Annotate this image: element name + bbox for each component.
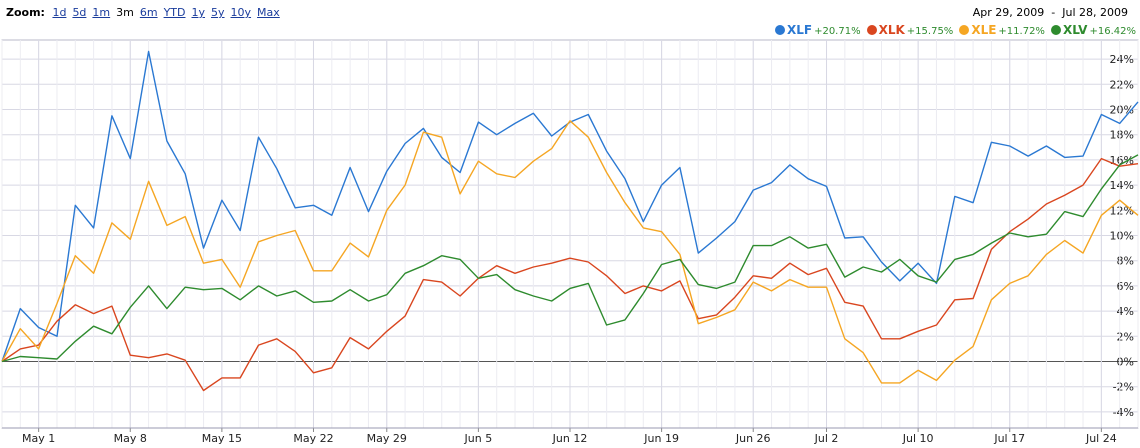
legend-item-xlf[interactable]: XLF +20.71% xyxy=(774,23,861,37)
zoom-option-ytd[interactable]: YTD xyxy=(163,6,186,19)
y-tick-label: 2% xyxy=(1117,330,1134,343)
legend-change: +20.71% xyxy=(814,26,861,37)
zoom-controls: Zoom: 1d 5d 1m 3m 6m YTD 1y 5y 10y Max xyxy=(6,6,286,19)
legend-item-xlv[interactable]: XLV +16.42% xyxy=(1050,23,1136,37)
legend-change: +15.75% xyxy=(906,26,954,37)
legend-symbol: XLF xyxy=(786,23,813,37)
y-tick-label: 8% xyxy=(1117,255,1134,268)
x-tick-label: Jul 24 xyxy=(1085,432,1117,445)
y-tick-label: 18% xyxy=(1110,129,1134,142)
legend: XLF +20.71% XLK +15.75% XLE +11.72% XLV +16.42% xyxy=(769,23,1136,37)
x-tick-label: Jun 12 xyxy=(552,432,588,445)
x-tick-label: May 8 xyxy=(114,432,147,445)
y-tick-label: 24% xyxy=(1110,53,1134,66)
legend-dot-icon xyxy=(774,25,785,35)
y-tick-label: -4% xyxy=(1113,406,1134,419)
y-tick-label: 0% xyxy=(1117,356,1134,369)
y-tick-label: 10% xyxy=(1110,230,1134,243)
x-tick-label: May 1 xyxy=(22,432,55,445)
x-tick-label: Jul 17 xyxy=(993,432,1025,445)
x-tick-label: May 29 xyxy=(367,432,407,445)
y-tick-label: 6% xyxy=(1117,280,1134,293)
date-range: Apr 29, 2009 - Jul 28, 2009 xyxy=(972,6,1128,19)
zoom-label: Zoom: xyxy=(6,6,45,19)
x-tick-label: May 15 xyxy=(202,432,242,445)
x-tick-label: Jun 19 xyxy=(643,432,679,445)
series-line-xlk xyxy=(1,157,1139,392)
x-tick-label: May 22 xyxy=(293,432,333,445)
y-tick-label: 22% xyxy=(1110,78,1134,91)
legend-dot-icon xyxy=(959,25,970,35)
legend-dot-icon xyxy=(1050,25,1061,35)
x-tick-label: Jun 5 xyxy=(464,432,493,445)
legend-symbol: XLE xyxy=(971,23,997,37)
legend-dot-icon xyxy=(866,25,877,35)
zoom-option-5d[interactable]: 5d xyxy=(72,6,87,19)
zoom-option-3m[interactable]: 3m xyxy=(116,6,134,19)
zoom-option-6m[interactable]: 6m xyxy=(139,6,158,19)
y-tick-label: 4% xyxy=(1117,305,1134,318)
x-tick-label: Jul 10 xyxy=(902,432,934,445)
series-line-xlv xyxy=(1,154,1139,363)
y-tick-label: 16% xyxy=(1110,154,1134,167)
zoom-option-max[interactable]: Max xyxy=(257,6,280,19)
series-line-xle xyxy=(1,120,1139,384)
legend-change: +16.42% xyxy=(1089,26,1136,37)
series-line-xlf xyxy=(1,50,1139,362)
legend-item-xle[interactable]: XLE +11.72% xyxy=(959,23,1045,37)
zoom-option-5y[interactable]: 5y xyxy=(211,6,225,19)
y-tick-label: 14% xyxy=(1110,179,1134,192)
x-tick-label: Jul 2 xyxy=(814,432,839,445)
y-tick-label: -2% xyxy=(1113,381,1134,394)
zoom-option-1d[interactable]: 1d xyxy=(52,6,67,19)
legend-change: +11.72% xyxy=(998,26,1045,37)
zoom-option-1y[interactable]: 1y xyxy=(191,6,206,19)
legend-item-xlk[interactable]: XLK +15.75% xyxy=(866,23,954,37)
chart-toolbar: Zoom: 1d 5d 1m 3m 6m YTD 1y 5y 10y Max Apr 29, 20… xyxy=(0,0,1140,40)
legend-symbol: XLK xyxy=(878,23,905,37)
legend-symbol: XLV xyxy=(1062,23,1088,37)
zoom-option-10y[interactable]: 10y xyxy=(230,6,252,19)
zoom-option-1m[interactable]: 1m xyxy=(92,6,111,19)
x-tick-label: Jun 26 xyxy=(735,432,771,445)
